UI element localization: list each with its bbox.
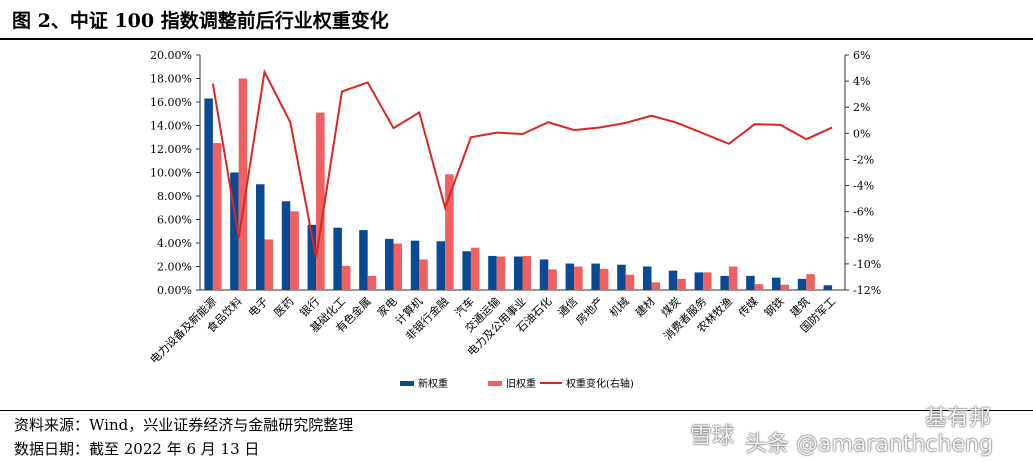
bar-old-weight: [651, 282, 661, 290]
legend-swatch-new: [400, 381, 414, 386]
right-tick-label: 6%: [853, 49, 870, 62]
right-tick-label: 2%: [853, 101, 870, 114]
bar-new-weight: [746, 275, 755, 290]
bar-new-weight: [307, 224, 317, 290]
bar-new-weight: [204, 98, 213, 290]
bar-old-weight: [625, 274, 635, 290]
watermark-xueqiu: 雪球: [690, 424, 735, 449]
bar-old-weight: [290, 211, 299, 290]
right-tick-label: 4%: [853, 75, 870, 88]
bar-old-weight: [470, 247, 480, 290]
bar-old-weight: [238, 78, 248, 290]
right-tick-label: -8%: [853, 232, 874, 245]
source-note: 资料来源：Wind，兴业证券经济与金融研究院整理: [14, 416, 354, 434]
bar-new-weight: [436, 241, 446, 290]
legend-label-change: 权重变化(右轴): [566, 377, 634, 390]
legend-label-new: 新权重: [418, 377, 448, 390]
bottom-rule: [0, 410, 1033, 411]
left-tick-label: 6.00%: [157, 214, 192, 227]
bar-old-weight: [264, 239, 274, 290]
left-tick-label: 0.00%: [157, 284, 192, 297]
watermark-toutiao: 头条 @amaranthcheng: [745, 432, 993, 457]
bar-old-weight: [393, 243, 403, 290]
bar-new-weight: [410, 240, 420, 290]
left-tick-label: 18.00%: [150, 73, 192, 86]
chart-title: 图 2、中证 100 指数调整前后行业权重变化: [12, 10, 389, 32]
bar-old-weight: [367, 275, 377, 290]
bar-old-weight: [316, 112, 325, 290]
left-tick-label: 12.00%: [150, 143, 192, 156]
bar-old-weight: [548, 269, 557, 290]
right-tick-label: -4%: [853, 180, 874, 193]
bar-old-weight: [212, 143, 222, 290]
right-tick-label: -2%: [853, 153, 874, 166]
category-label: 钢铁: [762, 295, 787, 320]
category-label: 传媒: [736, 295, 761, 320]
bar-old-weight: [754, 284, 764, 290]
bar-old-weight: [419, 259, 428, 290]
bar-old-weight: [496, 256, 506, 290]
bar-new-weight: [771, 277, 781, 290]
bar-old-weight: [728, 266, 738, 290]
right-tick-label: -6%: [853, 206, 874, 219]
bar-new-weight: [359, 230, 368, 290]
right-tick-label: -10%: [853, 258, 881, 271]
right-tick-label: 0%: [853, 127, 870, 140]
bar-new-weight: [565, 263, 575, 290]
bar-new-weight: [539, 259, 549, 290]
bar-old-weight: [445, 174, 454, 290]
bar-new-weight: [642, 266, 652, 290]
left-tick-label: 4.00%: [157, 237, 192, 250]
bar-new-weight: [384, 238, 394, 290]
chart: 0.00% 2.00% 4.00% 6.00% 8.00% 10.00% 12.00% 14.…: [147, 49, 881, 390]
bar-new-weight: [281, 201, 291, 290]
left-tick-label: 10.00%: [150, 167, 192, 180]
legend-swatch-old: [488, 381, 502, 386]
left-tick-label: 8.00%: [157, 190, 192, 203]
line-weight-change: [211, 68, 833, 258]
category-label: 建材: [632, 294, 657, 319]
bar-old-weight: [677, 278, 686, 290]
right-tick-label: -12%: [853, 284, 881, 297]
left-tick-label: 14.00%: [150, 120, 192, 133]
bar-new-weight: [823, 285, 833, 290]
bar-old-weight: [599, 268, 609, 290]
category-label: 电子: [246, 295, 271, 320]
bar-old-weight: [806, 274, 815, 290]
bar-old-weight: [780, 284, 790, 290]
bar-new-weight: [230, 172, 239, 290]
left-tick-label: 16.00%: [150, 96, 192, 109]
legend-label-old: 旧权重: [506, 377, 536, 390]
bar-new-weight: [617, 264, 626, 290]
left-tick-label: 20.00%: [150, 49, 192, 62]
left-tick-label: 2.00%: [157, 261, 192, 274]
bar-old-weight: [522, 255, 532, 290]
bar-new-weight: [668, 270, 678, 290]
bar-old-weight: [341, 265, 351, 290]
bar-new-weight: [488, 255, 497, 290]
bar-new-weight: [797, 278, 807, 290]
bar-new-weight: [462, 251, 471, 290]
category-label: 房地产: [573, 294, 606, 327]
bar-old-weight: [574, 266, 583, 290]
bar-new-weight: [591, 263, 600, 290]
bar-old-weight: [703, 272, 712, 290]
bar-new-weight: [513, 256, 523, 290]
watermark-jiyoubang: 基有邦: [925, 406, 992, 431]
bar-new-weight: [255, 184, 265, 290]
category-label: 医药: [272, 295, 297, 320]
bar-new-weight: [694, 272, 704, 290]
top-rule: [0, 38, 1033, 40]
category-label: 机械: [606, 294, 631, 319]
bar-new-weight: [720, 275, 729, 290]
date-note: 数据日期：截至 2022 年 6 月 13 日: [14, 440, 260, 458]
bar-new-weight: [333, 227, 342, 290]
